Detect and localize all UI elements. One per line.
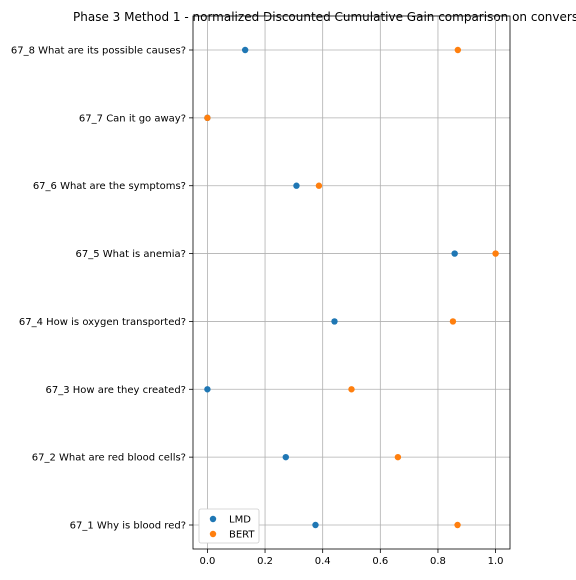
point-lmd: [241, 46, 249, 54]
point-lmd: [293, 182, 300, 189]
points-layer: [204, 46, 499, 529]
legend-label-lmd: LMD: [229, 515, 251, 526]
plot-frame: [192, 15, 511, 550]
point-lmd: [451, 250, 458, 257]
y-tick-label: 67_5 What is anemia?: [76, 249, 186, 260]
point-bert: [492, 250, 499, 257]
legend-marker-bert: [209, 530, 217, 538]
point-lmd: [331, 318, 338, 325]
x-tick-label: 0.2: [257, 556, 273, 567]
x-tick-label: 0.6: [372, 556, 388, 567]
grid-layer: [193, 16, 510, 549]
point-lmd: [282, 453, 289, 461]
point-lmd: [204, 386, 211, 393]
y-tick-label: 67_4 How is oxygen transported?: [19, 317, 186, 328]
x-tick-label: 0.4: [315, 556, 331, 567]
y-tick-label: 67_7 Can it go away?: [79, 113, 186, 124]
y-tick-label: 67_6 What are the symptoms?: [33, 181, 186, 192]
x-tick-label: 0.8: [430, 556, 446, 567]
y-tick-label: 67_2 What are red blood cells?: [32, 453, 186, 464]
point-bert: [204, 114, 211, 122]
point-bert: [454, 46, 462, 54]
y-tick-label: 67_3 How are they created?: [45, 385, 186, 396]
point-bert: [348, 386, 355, 393]
point-bert: [315, 182, 323, 189]
point-lmd: [312, 521, 319, 529]
x-tick-label: 0.0: [199, 556, 215, 567]
y-axis: 67_1 Why is blood red? 67_2 What are red …: [11, 46, 193, 532]
legend: LMD BERT: [198, 508, 260, 544]
x-tick-label: 1.0: [488, 556, 504, 567]
y-tick-label: 67_8 What are its possible causes?: [11, 46, 186, 57]
x-axis: 0.0 0.2 0.4 0.6 0.8 1.0: [199, 549, 504, 567]
y-tick-label: 67_1 Why is blood red?: [70, 521, 186, 532]
legend-label-bert: BERT: [229, 530, 255, 541]
chart-title: Phase 3 Method 1 - normalized Discounted…: [73, 10, 576, 24]
point-bert: [449, 318, 457, 325]
point-bert: [454, 521, 461, 529]
legend-marker-lmd: [209, 515, 217, 523]
point-bert: [394, 453, 402, 461]
